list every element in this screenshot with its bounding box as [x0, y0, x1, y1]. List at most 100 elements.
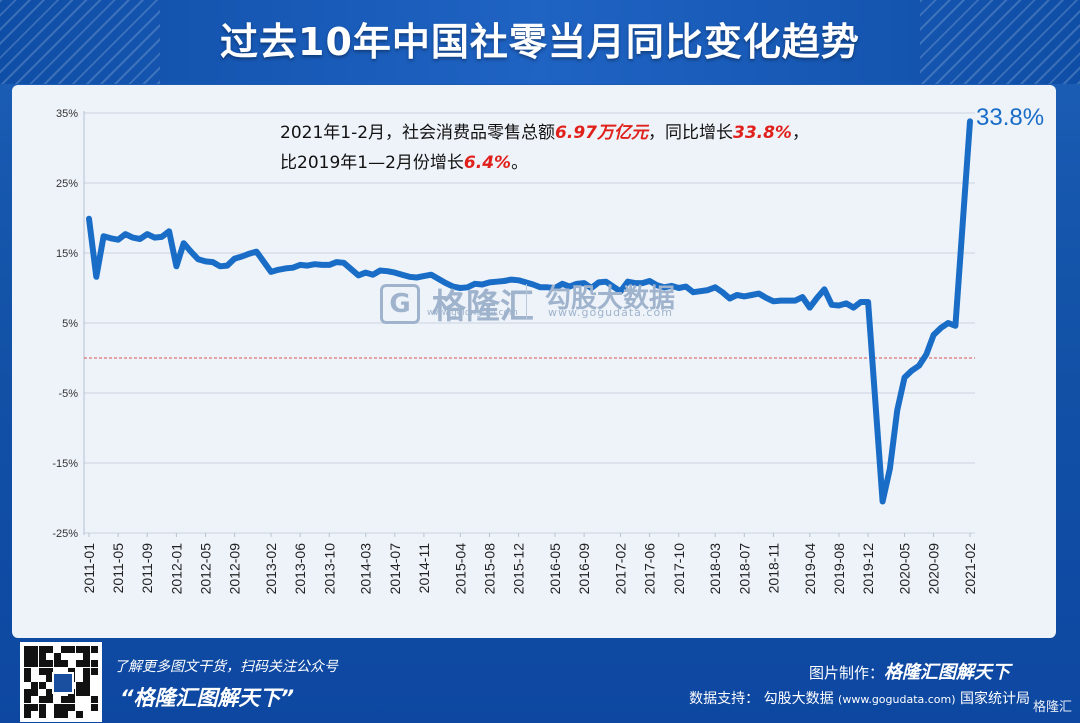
- y-tick-label: 5%: [62, 318, 78, 330]
- x-tick-label: 2017-06: [642, 543, 658, 595]
- x-tick-label: 2015-04: [452, 543, 468, 595]
- qr-module: [46, 696, 54, 704]
- x-tick-label: 2011-01: [81, 543, 97, 594]
- qr-module: [31, 703, 39, 711]
- qr-module: [83, 653, 91, 661]
- qr-module: [38, 696, 46, 704]
- qr-module: [24, 653, 31, 661]
- qr-module: [53, 660, 61, 668]
- qr-module: [61, 710, 68, 718]
- decorative-stripes-right: [920, 0, 1080, 84]
- gelonghui-watermark-logo: G 格隆汇: [380, 279, 534, 328]
- qr-module: [53, 703, 61, 711]
- qr-module: [53, 710, 61, 718]
- annotation-line-2: 比2019年1—2月份增长6.4%。: [280, 153, 529, 173]
- qr-module: [75, 682, 83, 689]
- qr-module: [53, 653, 61, 661]
- x-tick-label: 2012-05: [197, 543, 213, 595]
- qr-module: [68, 703, 76, 711]
- qr-module: [90, 703, 98, 711]
- qr-module: [75, 710, 83, 718]
- x-tick-label: 2017-10: [671, 543, 687, 595]
- qr-module: [90, 667, 98, 675]
- qr-logo-icon: [52, 672, 74, 694]
- footer-tagline: 了解更多图文干货，扫码关注公众号: [114, 659, 338, 675]
- qr-module: [24, 703, 31, 711]
- footer-made-by: 图片制作：格隆汇图解天下: [808, 662, 1010, 683]
- qr-module: [75, 660, 83, 668]
- y-tick-label: -25%: [52, 528, 78, 540]
- x-tick-label: 2016-09: [576, 543, 592, 595]
- qr-module: [83, 660, 91, 668]
- x-tick-label: 2018-07: [736, 543, 752, 595]
- x-tick-label: 2013-10: [321, 543, 337, 595]
- qr-module: [31, 660, 39, 668]
- qr-module: [24, 674, 31, 682]
- x-tick-label: 2016-05: [547, 543, 563, 595]
- x-tick-label: 2018-11: [765, 543, 781, 594]
- qr-module: [46, 667, 54, 675]
- qr-module: [24, 696, 31, 704]
- qr-module: [38, 653, 46, 661]
- x-tick-label: 2014-07: [387, 543, 403, 595]
- x-tick-label: 2020-09: [926, 543, 942, 595]
- qr-module: [38, 667, 46, 675]
- gelonghui-watermark-url: www.gelonghui.com: [427, 308, 518, 318]
- qr-code[interactable]: [20, 642, 102, 722]
- qr-module: [24, 646, 31, 653]
- qr-module: [61, 646, 68, 653]
- decorative-stripes-left: [0, 0, 160, 84]
- chart-annotation: 2021年1-2月，社会消费品零售总额6.97万亿元，同比增长33.8%， 比2…: [280, 118, 809, 178]
- x-tick-label: 2019-04: [802, 543, 818, 595]
- corner-logo: 格隆汇: [1032, 700, 1072, 715]
- x-tick-label: 2012-09: [227, 543, 243, 595]
- qr-module: [83, 646, 91, 653]
- qr-module: [24, 689, 31, 697]
- header-banner: [0, 0, 1080, 84]
- x-tick-label: 2018-03: [707, 543, 723, 595]
- page-title: 过去10年中国社零当月同比变化趋势: [220, 20, 860, 64]
- qr-module: [24, 710, 31, 718]
- y-tick-label: -5%: [58, 388, 78, 400]
- qr-module: [61, 660, 68, 668]
- last-value-label: 33.8%: [976, 104, 1045, 131]
- annotation-line-1: 2021年1-2月，社会消费品零售总额6.97万亿元，同比增长33.8%，: [280, 123, 809, 143]
- qr-module: [90, 646, 98, 653]
- qr-module: [68, 646, 76, 653]
- y-tick-label: 35%: [56, 108, 78, 120]
- qr-module: [46, 646, 54, 653]
- qr-module: [38, 703, 46, 711]
- watermark-divider: [526, 284, 527, 320]
- x-tick-label: 2013-02: [263, 543, 279, 595]
- qr-module: [31, 653, 39, 661]
- x-tick-label: 2019-12: [860, 543, 876, 595]
- x-tick-label: 2015-08: [481, 543, 497, 595]
- qr-module: [38, 682, 46, 689]
- qr-module: [75, 646, 83, 653]
- chart-panel: [12, 85, 1056, 638]
- y-tick-label: -15%: [52, 458, 78, 470]
- qr-module: [38, 646, 46, 653]
- qr-module: [83, 667, 91, 675]
- x-tick-label: 2015-12: [511, 543, 527, 595]
- qr-module: [90, 696, 98, 704]
- x-tick-label: 2011-09: [139, 543, 155, 594]
- qr-module: [90, 660, 98, 668]
- qr-module: [83, 689, 91, 697]
- qr-module: [24, 667, 31, 675]
- qr-module: [68, 667, 76, 675]
- qr-module: [31, 689, 39, 697]
- qr-module: [24, 660, 31, 668]
- x-tick-label: 2012-01: [168, 543, 184, 595]
- x-tick-label: 2019-08: [831, 543, 847, 595]
- x-tick-label: 2021-02: [962, 543, 978, 595]
- y-tick-label: 25%: [56, 178, 78, 190]
- y-tick-label: 15%: [56, 248, 78, 260]
- qr-module: [31, 646, 39, 653]
- x-tick-label: 2014-03: [358, 543, 374, 595]
- qr-module: [46, 660, 54, 668]
- qr-module: [83, 682, 91, 689]
- x-tick-label: 2011-05: [110, 543, 126, 594]
- x-tick-label: 2017-02: [613, 543, 629, 595]
